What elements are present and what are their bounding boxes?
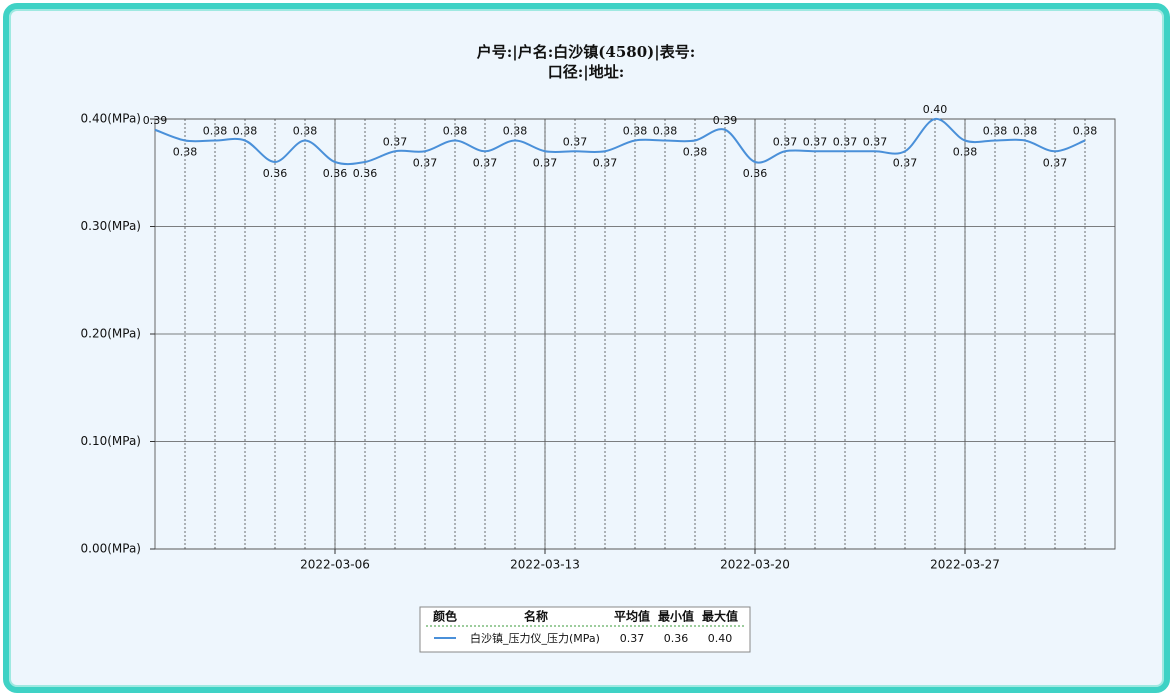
- data-label: 0.37: [833, 135, 858, 148]
- data-label: 0.37: [863, 135, 888, 148]
- x-tick-label: 2022-03-13: [510, 558, 580, 572]
- y-tick-label: 0.00(MPa): [81, 542, 142, 556]
- legend-header: 最小值: [658, 609, 694, 624]
- data-label: 0.37: [773, 135, 798, 148]
- legend-header: 最大值: [702, 609, 738, 624]
- data-label: 0.37: [383, 135, 408, 148]
- data-label: 0.37: [413, 156, 438, 169]
- legend-header: 名称: [524, 609, 548, 624]
- y-tick-label: 0.10(MPa): [81, 434, 142, 448]
- y-tick-label: 0.40(MPa): [81, 112, 142, 126]
- data-label: 0.38: [293, 125, 318, 138]
- data-label: 0.38: [443, 125, 468, 138]
- data-label: 0.37: [593, 156, 618, 169]
- data-label: 0.37: [893, 156, 918, 169]
- data-label: 0.37: [563, 135, 588, 148]
- y-tick-label: 0.20(MPa): [81, 327, 142, 341]
- legend-stat: 0.36: [664, 632, 689, 645]
- chart-title: 户号:|户名:白沙镇(4580)|表号:: [477, 43, 695, 61]
- data-label: 0.38: [623, 125, 648, 138]
- data-label: 0.38: [1073, 125, 1098, 138]
- data-label: 0.38: [503, 125, 528, 138]
- data-label: 0.38: [173, 146, 198, 159]
- legend-stat: 0.37: [620, 632, 645, 645]
- legend-header: 平均值: [614, 609, 650, 624]
- data-label: 0.37: [533, 156, 558, 169]
- data-label: 0.40: [923, 103, 948, 116]
- data-label: 0.38: [233, 125, 258, 138]
- chart-subtitle: 口径:|地址:: [548, 63, 625, 81]
- data-label: 0.36: [743, 167, 768, 180]
- data-label: 0.38: [983, 125, 1008, 138]
- data-label: 0.36: [323, 167, 348, 180]
- legend-stat: 0.40: [708, 632, 733, 645]
- line-series: [154, 117, 1086, 166]
- data-label: 0.37: [1043, 156, 1068, 169]
- x-tick-label: 2022-03-27: [930, 558, 1000, 572]
- data-label: 0.37: [473, 156, 498, 169]
- y-tick-label: 0.30(MPa): [81, 219, 142, 233]
- data-label: 0.36: [353, 167, 378, 180]
- data-label: 0.38: [1013, 125, 1038, 138]
- legend-box: [419, 606, 751, 653]
- data-label: 0.39: [713, 114, 738, 127]
- frame: [3, 3, 1170, 693]
- data-label: 0.38: [683, 146, 708, 159]
- x-tick-label: 2022-03-20: [720, 558, 790, 572]
- legend-header: 颜色: [433, 609, 457, 624]
- x-tick-label: 2022-03-06: [300, 558, 370, 572]
- data-label: 0.39: [143, 114, 168, 127]
- data-label: 0.38: [203, 125, 228, 138]
- data-label: 0.38: [953, 146, 978, 159]
- data-label: 0.36: [263, 167, 288, 180]
- legend-name: 白沙镇_压力仪_压力(MPa): [470, 631, 600, 645]
- data-label: 0.37: [803, 135, 828, 148]
- data-label: 0.38: [653, 125, 678, 138]
